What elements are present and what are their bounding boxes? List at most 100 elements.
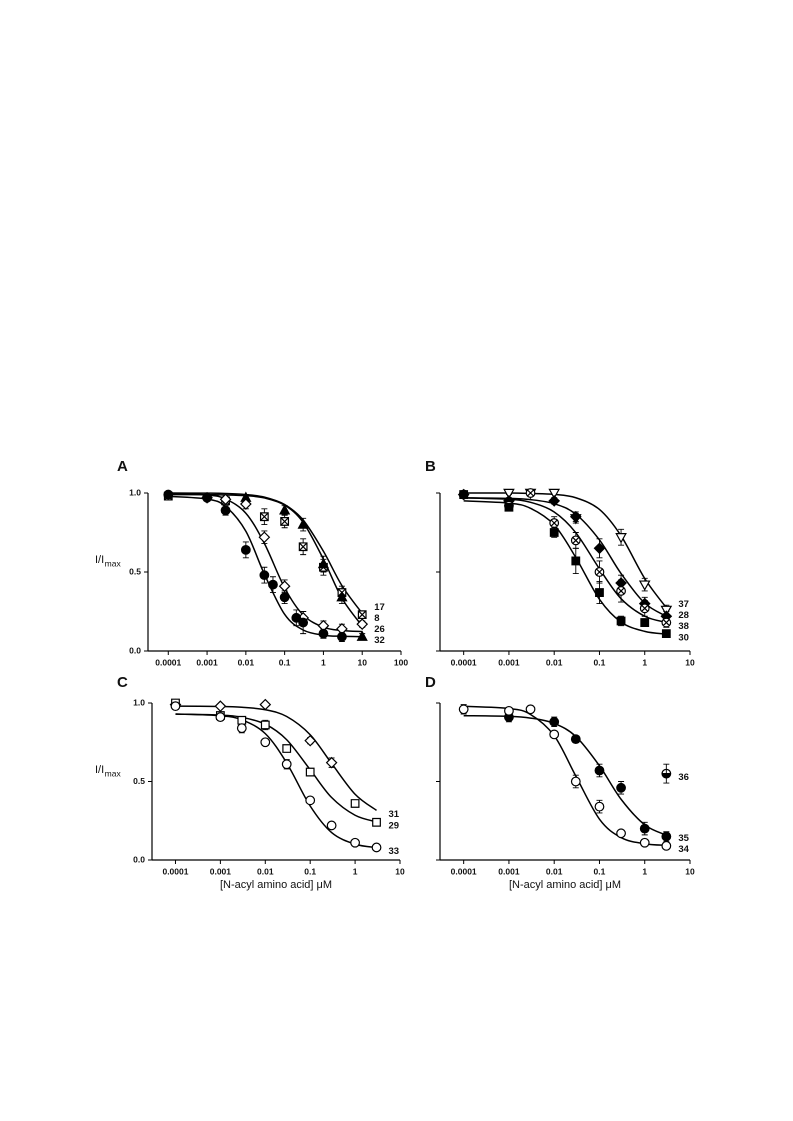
- data-point: [640, 618, 650, 627]
- data-point: [570, 535, 581, 546]
- fit-curve: [463, 705, 667, 846]
- fit-curve: [168, 495, 363, 638]
- fit-curve: [175, 705, 377, 811]
- data-point: [356, 618, 369, 630]
- data-point: [594, 567, 605, 577]
- fit-curve: [175, 713, 377, 849]
- data-point: [214, 700, 227, 712]
- data-point: [661, 831, 672, 842]
- series-label: 26: [374, 624, 385, 635]
- data-point: [258, 531, 271, 544]
- series-label: 33: [389, 846, 400, 857]
- data-point: [240, 544, 251, 555]
- data-point: [639, 603, 650, 614]
- data-point: [372, 817, 381, 827]
- series-label: 29: [389, 820, 400, 831]
- panel-label: B: [425, 458, 436, 475]
- x-tick-label: 10: [395, 866, 405, 876]
- data-point: [548, 488, 561, 500]
- data-point: [298, 542, 308, 552]
- fit-curve: [463, 492, 667, 609]
- data-point: [549, 716, 560, 727]
- x-tick-label: 0.1: [304, 866, 316, 876]
- y-tick-label: 0.0: [133, 854, 145, 864]
- data-point: [282, 744, 292, 753]
- x-tick-label: 1: [353, 866, 358, 876]
- data-point: [661, 840, 672, 851]
- x-tick-label: 0.001: [498, 657, 520, 667]
- data-point: [202, 492, 212, 503]
- data-point: [639, 823, 650, 834]
- x-tick-label: 1: [642, 866, 647, 876]
- x-tick-label: 0.01: [238, 657, 255, 667]
- data-point: [504, 502, 514, 512]
- x-tick-label: 0.1: [594, 657, 606, 667]
- x-tick-label: 0.0001: [451, 866, 477, 876]
- y-tick-label: 1.0: [133, 697, 145, 707]
- x-tick-label: 0.0001: [451, 657, 477, 667]
- data-point: [569, 510, 582, 523]
- data-point: [549, 729, 560, 740]
- data-point: [371, 842, 382, 853]
- x-tick-label: 0.001: [196, 657, 218, 667]
- data-point: [318, 628, 329, 639]
- data-point: [549, 528, 559, 537]
- data-point: [593, 542, 606, 555]
- fit-curve: [463, 497, 667, 624]
- series-label: 36: [678, 772, 689, 783]
- panel-label: C: [117, 674, 128, 691]
- x-tick-label: 1: [321, 657, 326, 667]
- data-point: [305, 767, 315, 777]
- data-point: [503, 488, 515, 500]
- data-point: [291, 612, 302, 623]
- fit-curve: [175, 713, 377, 823]
- data-point: [661, 629, 671, 639]
- data-point: [268, 579, 278, 590]
- x-tick-label: 10: [685, 866, 695, 876]
- y-tick-label: 1.0: [129, 487, 141, 497]
- series-label: 8: [374, 613, 379, 624]
- x-tick-label: 100: [394, 657, 408, 667]
- data-point: [350, 837, 360, 848]
- data-point: [279, 504, 291, 515]
- panel-label: A: [117, 458, 128, 475]
- data-point: [661, 768, 672, 779]
- data-point: [616, 828, 626, 839]
- data-point: [661, 617, 672, 628]
- series-label: 28: [678, 610, 689, 621]
- data-point: [616, 782, 626, 793]
- x-tick-label: 0.0001: [162, 866, 188, 876]
- x-tick-label: 10: [685, 657, 695, 667]
- data-point: [350, 799, 360, 808]
- fit-curve: [463, 714, 667, 836]
- series-label: 34: [678, 844, 689, 855]
- y-axis-title: I/I: [95, 764, 104, 776]
- data-point: [458, 704, 469, 715]
- series-label: 35: [678, 833, 689, 844]
- data-point: [236, 723, 247, 734]
- data-point: [259, 512, 269, 522]
- data-point: [357, 610, 367, 620]
- data-point: [356, 630, 368, 641]
- data-point: [525, 704, 536, 715]
- data-point: [260, 737, 271, 748]
- data-point: [595, 588, 604, 597]
- x-axis-title: [N-acyl amino acid] μM: [220, 879, 332, 891]
- data-point: [616, 586, 626, 596]
- data-point: [237, 715, 247, 725]
- data-point: [279, 592, 290, 603]
- data-point: [615, 533, 627, 544]
- data-point: [337, 631, 347, 642]
- y-axis-title-sub: max: [105, 768, 122, 778]
- data-point: [281, 759, 292, 770]
- fit-curve: [168, 493, 363, 627]
- data-point: [570, 734, 581, 744]
- data-point: [259, 570, 270, 581]
- x-tick-label: 0.01: [257, 866, 274, 876]
- y-tick-label: 0.5: [133, 776, 145, 786]
- series-label: 30: [678, 633, 689, 644]
- data-point: [163, 489, 174, 500]
- data-point: [616, 616, 626, 626]
- data-point: [570, 776, 581, 787]
- data-point: [548, 495, 561, 507]
